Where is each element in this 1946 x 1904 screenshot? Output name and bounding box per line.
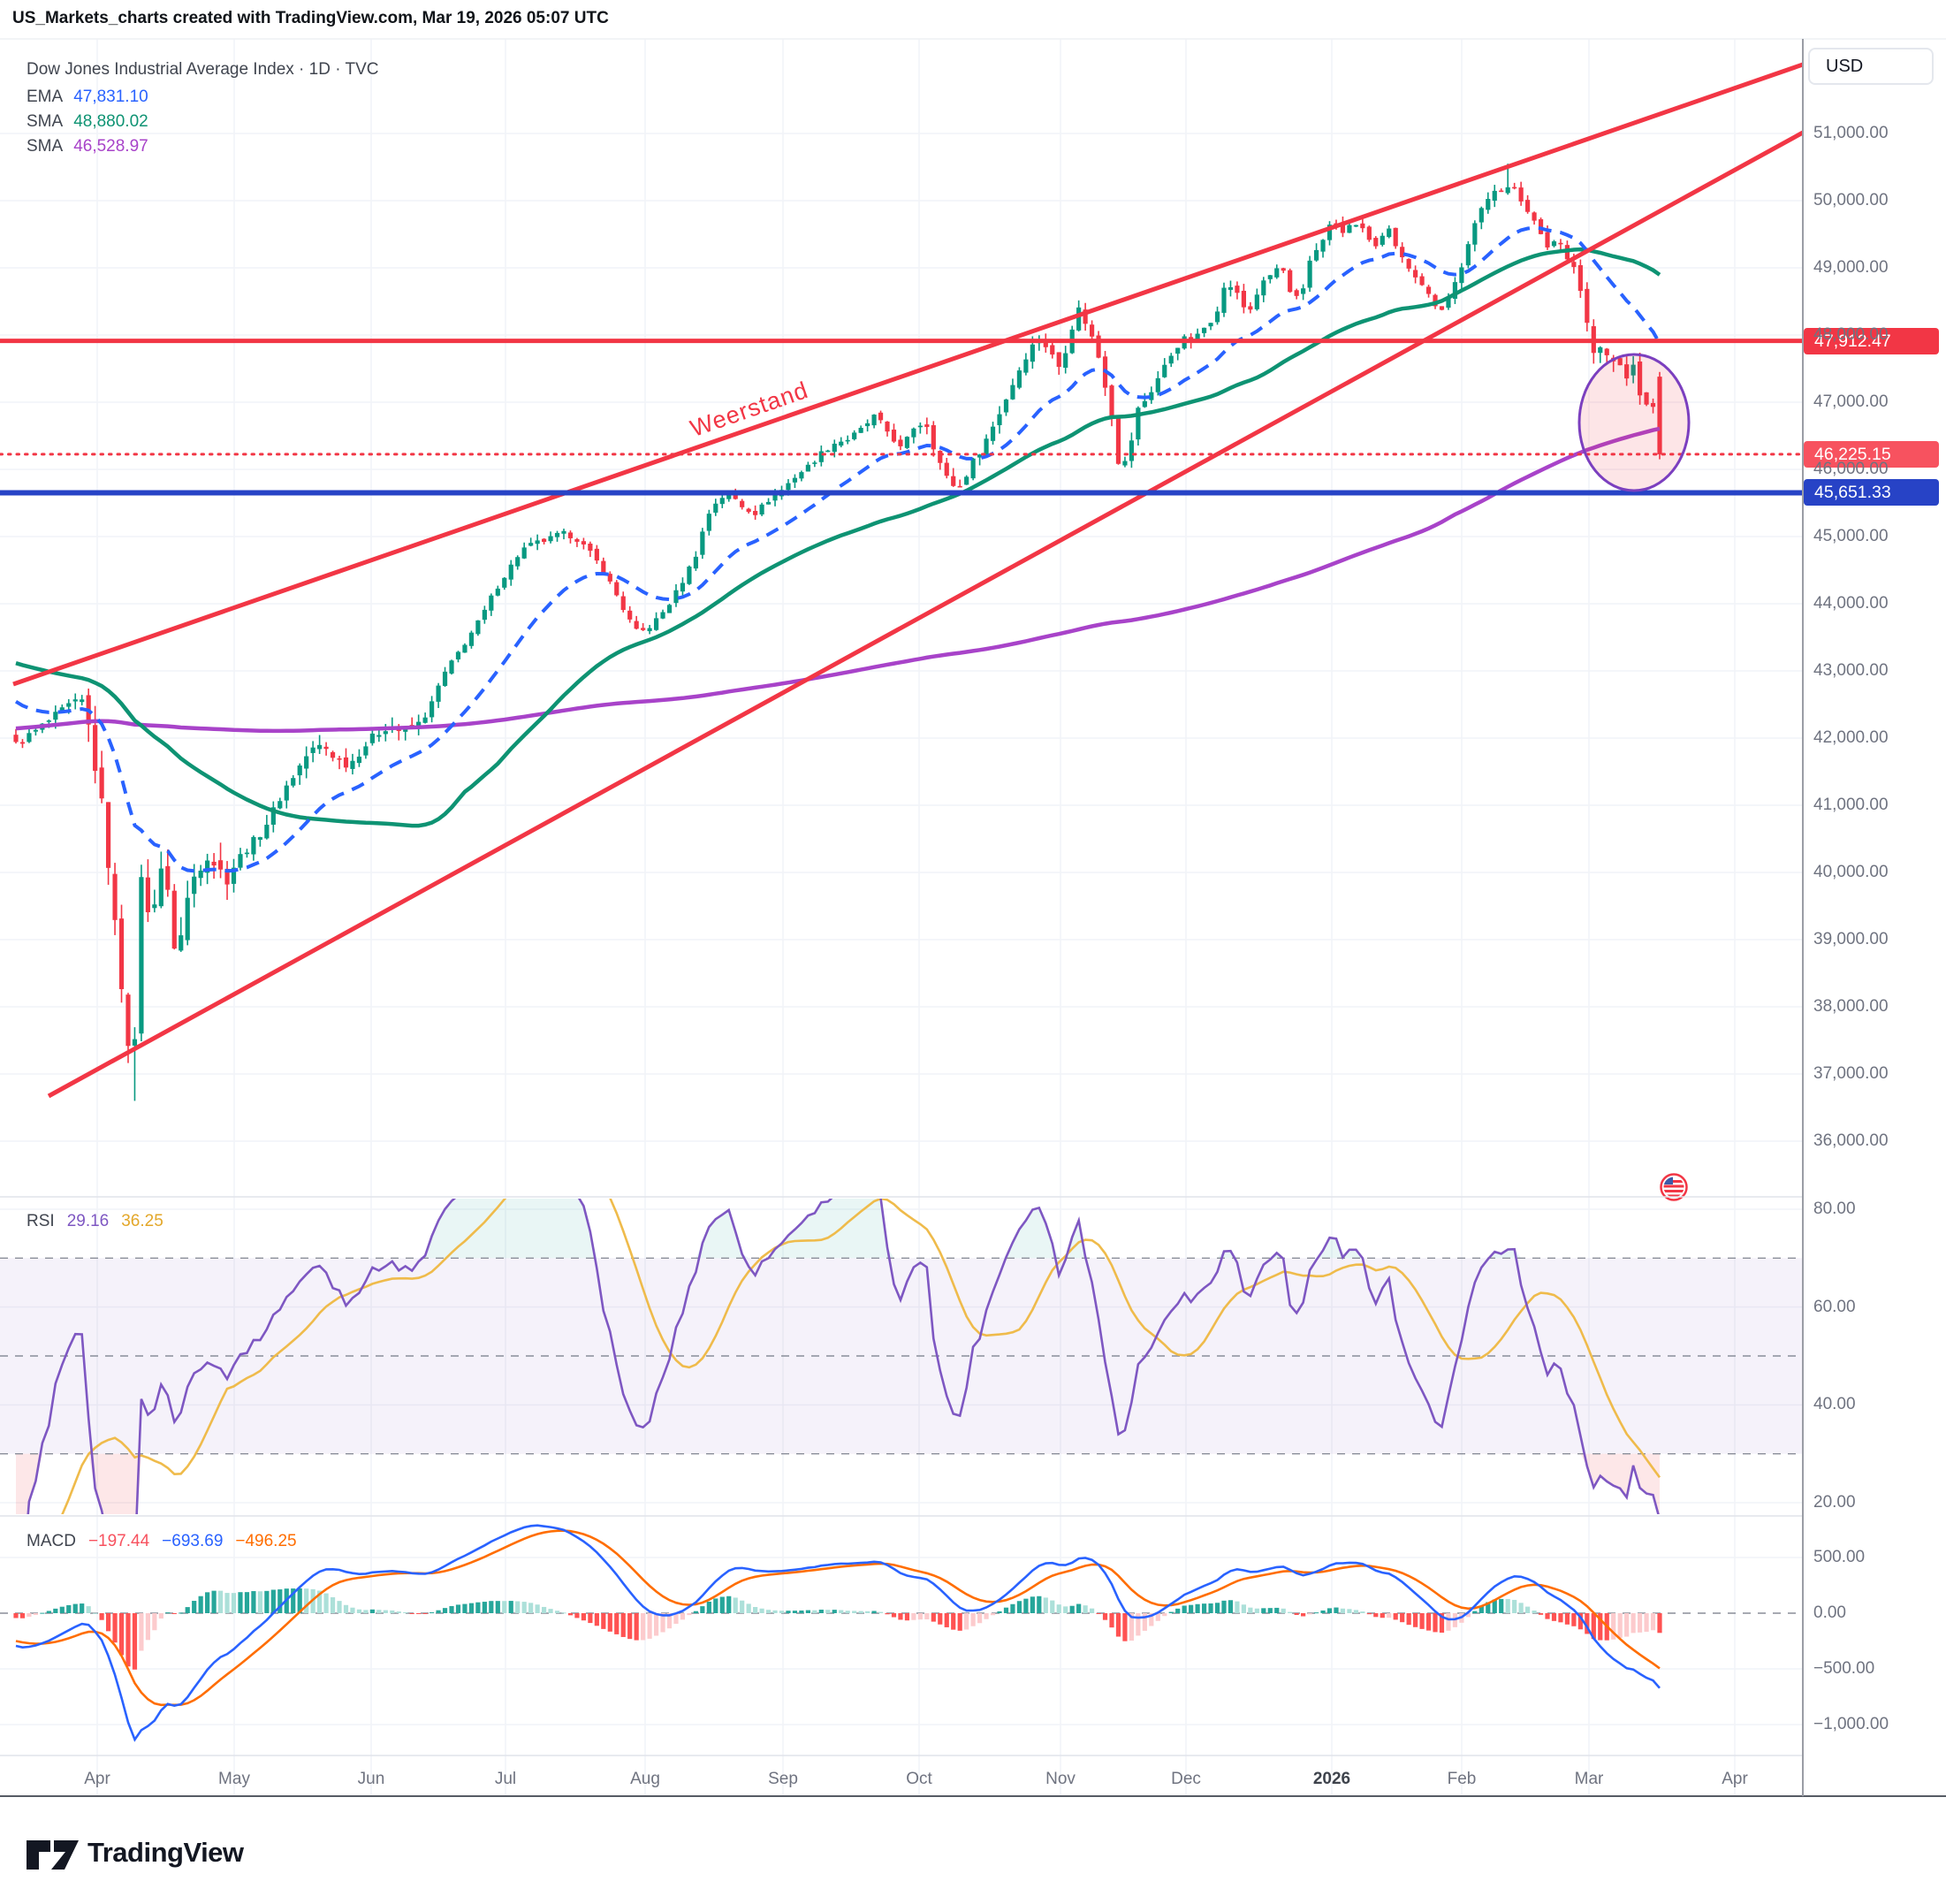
indicator-value: 46,528.97 <box>73 137 148 156</box>
rsi-legend[interactable]: RSI 29.16 36.25 <box>27 1212 163 1231</box>
symbol-legend: Dow Jones Industrial Average Index · 1D … <box>27 60 379 162</box>
macd-legend[interactable]: MACD −197.44 −693.69 −496.25 <box>27 1532 297 1551</box>
price-axis-tick: 41,000.00 <box>1813 796 1889 814</box>
rsi-axis-tick: 80.00 <box>1813 1200 1856 1218</box>
macd-axis-tick: −1,000.00 <box>1813 1715 1889 1733</box>
price-axis-tick: 42,000.00 <box>1813 728 1889 747</box>
price-axis-tick: 51,000.00 <box>1813 124 1889 142</box>
macd-axis-tick: 500.00 <box>1813 1548 1866 1566</box>
macd-value: −693.69 <box>162 1532 224 1550</box>
macd-axis-tick: −500.00 <box>1813 1659 1875 1678</box>
time-axis-tick: Jul <box>494 1770 517 1788</box>
symbol-title[interactable]: Dow Jones Industrial Average Index · 1D … <box>27 60 379 79</box>
price-label-resistance[interactable]: 47,912.47 <box>1804 327 1939 354</box>
time-axis-tick: Feb <box>1447 1770 1477 1788</box>
time-axis-tick: Nov <box>1045 1770 1076 1788</box>
price-label-support[interactable]: 45,651.33 <box>1804 479 1939 506</box>
rsi-value: 29.16 <box>66 1212 110 1230</box>
indicator-row-sma200[interactable]: SMA 46,528.97 <box>27 137 379 162</box>
rsi-ma-value: 36.25 <box>121 1212 163 1230</box>
price-axis-tick: 44,000.00 <box>1813 594 1889 613</box>
indicator-label: SMA <box>27 137 64 156</box>
macd-hist-value: −197.44 <box>87 1532 150 1550</box>
price-axis-tick: 49,000.00 <box>1813 258 1889 277</box>
price-axis-tick: 40,000.00 <box>1813 863 1889 881</box>
time-axis-tick: Apr <box>84 1770 110 1788</box>
price-axis-tick: 36,000.00 <box>1813 1131 1889 1150</box>
price-axis-tick: 50,000.00 <box>1813 191 1889 209</box>
price-axis-tick: 37,000.00 <box>1813 1064 1889 1083</box>
indicator-value: 48,880.02 <box>73 112 148 131</box>
rsi-axis-tick: 60.00 <box>1813 1297 1856 1316</box>
rsi-axis-tick: 20.00 <box>1813 1492 1856 1512</box>
macd-axis-tick: 0.00 <box>1813 1603 1846 1622</box>
export-title: US_Markets_charts created with TradingVi… <box>12 9 609 27</box>
indicator-row-sma50[interactable]: SMA 48,880.02 <box>27 112 379 137</box>
price-label-last[interactable]: 46,225.15 <box>1804 440 1939 468</box>
time-axis-tick: May <box>218 1770 250 1788</box>
time-axis-tick: Mar <box>1574 1770 1604 1788</box>
indicator-label: EMA <box>27 88 64 106</box>
indicator-label: SMA <box>27 112 64 131</box>
time-axis-tick: Oct <box>906 1770 932 1788</box>
indicator-value: 47,831.10 <box>73 88 148 106</box>
rsi-axis-tick: 40.00 <box>1813 1395 1856 1414</box>
price-axis-tick: 47,000.00 <box>1813 392 1889 411</box>
price-axis-tick: 48,000.00 <box>1813 325 1889 344</box>
time-axis-tick: Sep <box>768 1770 798 1788</box>
tradingview-logo-icon <box>27 1840 79 1870</box>
macd-label: MACD <box>27 1532 76 1550</box>
currency-button[interactable]: USD <box>1808 48 1934 85</box>
price-axis-tick: 45,000.00 <box>1813 527 1889 545</box>
indicator-row-ema[interactable]: EMA 47,831.10 <box>27 88 379 112</box>
price-axis-tick: 46,000.00 <box>1813 460 1889 478</box>
rsi-label: RSI <box>27 1212 55 1230</box>
price-axis-tick: 39,000.00 <box>1813 930 1889 948</box>
time-axis-tick: Jun <box>357 1770 385 1788</box>
macd-signal-value: −496.25 <box>235 1532 297 1550</box>
price-axis-tick: 43,000.00 <box>1813 661 1889 680</box>
time-axis-tick: Dec <box>1171 1770 1201 1788</box>
time-axis-tick: 2026 <box>1312 1770 1351 1788</box>
time-axis-tick: Apr <box>1722 1770 1748 1788</box>
time-axis-tick: Aug <box>630 1770 660 1788</box>
tradingview-wordmark[interactable]: TradingView <box>87 1837 244 1868</box>
price-axis-tick: 38,000.00 <box>1813 997 1889 1016</box>
us-flag-icon <box>1660 1173 1688 1201</box>
